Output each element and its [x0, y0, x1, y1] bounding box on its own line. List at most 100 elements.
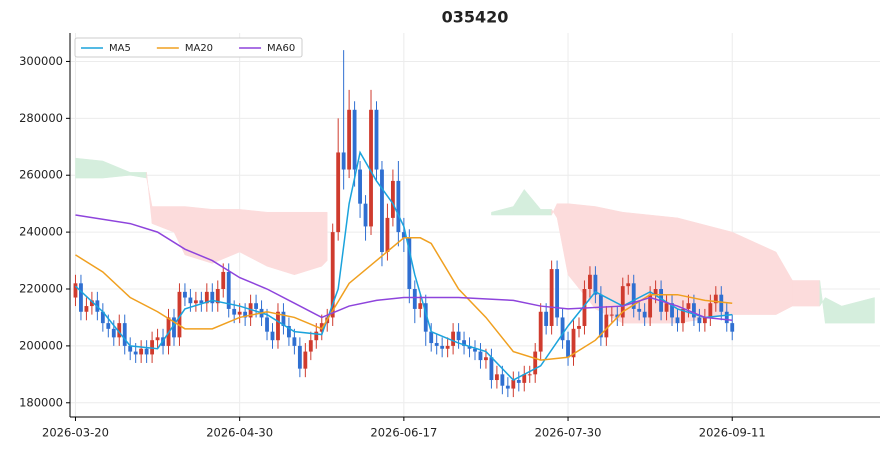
- candle-body: [560, 317, 565, 341]
- candle-body: [276, 311, 280, 341]
- candle-body: [292, 337, 297, 346]
- candle-body: [308, 340, 313, 352]
- candle-body: [544, 311, 549, 326]
- candle-body: [221, 271, 226, 289]
- y-tick-label: 280000: [19, 111, 63, 125]
- candle-body: [713, 294, 718, 304]
- candle-body: [702, 317, 707, 324]
- candle-body: [626, 283, 631, 287]
- candle-body: [724, 311, 729, 324]
- candle-body: [237, 311, 242, 315]
- candle-body: [473, 348, 477, 352]
- cloud-area: [677, 217, 733, 324]
- ma-line: [75, 214, 733, 322]
- candle-body: [511, 380, 516, 389]
- candle-body: [648, 294, 653, 318]
- cloud-area: [792, 280, 821, 307]
- cloud-area: [524, 188, 541, 216]
- candle-body: [588, 274, 592, 289]
- candle-body: [604, 314, 609, 338]
- candle-body: [664, 303, 669, 312]
- candle-body: [462, 340, 466, 346]
- cloud-area: [540, 209, 552, 216]
- cloud-area: [75, 157, 104, 179]
- candle-body: [243, 311, 248, 318]
- candle-body: [303, 351, 308, 369]
- cloud-area: [551, 203, 558, 219]
- candle-body: [637, 308, 642, 312]
- cloud-area: [825, 297, 842, 324]
- candle-body: [265, 317, 269, 332]
- y-tick-label: 240000: [19, 225, 63, 239]
- candle-body: [363, 203, 368, 227]
- candle-body: [133, 351, 138, 355]
- candle-body: [369, 109, 373, 227]
- candle-body: [117, 323, 122, 338]
- candle-body: [281, 311, 286, 326]
- candle-body: [522, 374, 527, 383]
- candle-body: [390, 180, 395, 218]
- candle-body: [445, 345, 450, 349]
- candle-body: [73, 283, 78, 298]
- candle-body: [248, 303, 253, 318]
- candle-body: [555, 269, 560, 318]
- candle-body: [297, 345, 302, 369]
- cloud-area: [212, 209, 240, 264]
- candle-body: [675, 317, 680, 324]
- ma-line: [74, 150, 733, 381]
- legend-box: [74, 37, 303, 58]
- candle-body: [692, 303, 696, 318]
- candle-body: [467, 345, 472, 349]
- candle-body: [287, 325, 291, 338]
- candle-body: [549, 269, 554, 326]
- candle-body: [681, 308, 685, 324]
- candle-body: [374, 109, 379, 170]
- candle-body: [336, 152, 341, 233]
- candle-body: [215, 289, 220, 304]
- candle-body: [407, 237, 412, 289]
- candle-body: [100, 311, 105, 324]
- candle-body: [429, 331, 434, 344]
- candle-body: [571, 328, 576, 358]
- candle-body: [401, 232, 406, 238]
- candle-body: [358, 169, 362, 204]
- ma-line: [75, 237, 733, 361]
- candle-body: [418, 303, 423, 309]
- candle-body: [719, 294, 724, 312]
- candle-body: [533, 351, 538, 375]
- candle-body: [423, 303, 428, 332]
- candle-body: [505, 385, 510, 389]
- candle-body: [155, 337, 160, 341]
- candle-body: [527, 374, 532, 376]
- candle-body: [111, 328, 116, 338]
- candle-body: [150, 340, 155, 355]
- candle-body: [451, 331, 456, 346]
- candle-body: [593, 274, 598, 295]
- y-tick-label: 220000: [19, 282, 63, 296]
- candle-body: [232, 308, 237, 315]
- candle-body: [396, 180, 401, 233]
- candle-body: [352, 109, 357, 170]
- x-tick-label: 2026-04-30: [206, 426, 273, 440]
- candle-body: [653, 289, 658, 295]
- cloud-area: [556, 203, 569, 275]
- candle-body: [708, 303, 713, 318]
- candle-body: [254, 303, 258, 309]
- x-tick-label: 2026-07-30: [535, 426, 602, 440]
- candle-body: [128, 345, 133, 352]
- y-tick-label: 300000: [19, 54, 63, 68]
- candle-body: [330, 232, 335, 318]
- candle-body: [210, 291, 215, 304]
- candle-body: [631, 283, 636, 309]
- candle-body: [106, 323, 111, 329]
- candle-body: [270, 331, 275, 341]
- candle-body: [434, 343, 439, 346]
- candle-body: [183, 291, 187, 298]
- chart-title: 035420: [442, 8, 509, 27]
- y-tick-label: 200000: [19, 338, 63, 352]
- candle-body: [79, 283, 83, 312]
- cloud-area: [731, 231, 777, 315]
- candle-body: [489, 357, 494, 381]
- candle-body: [440, 345, 445, 349]
